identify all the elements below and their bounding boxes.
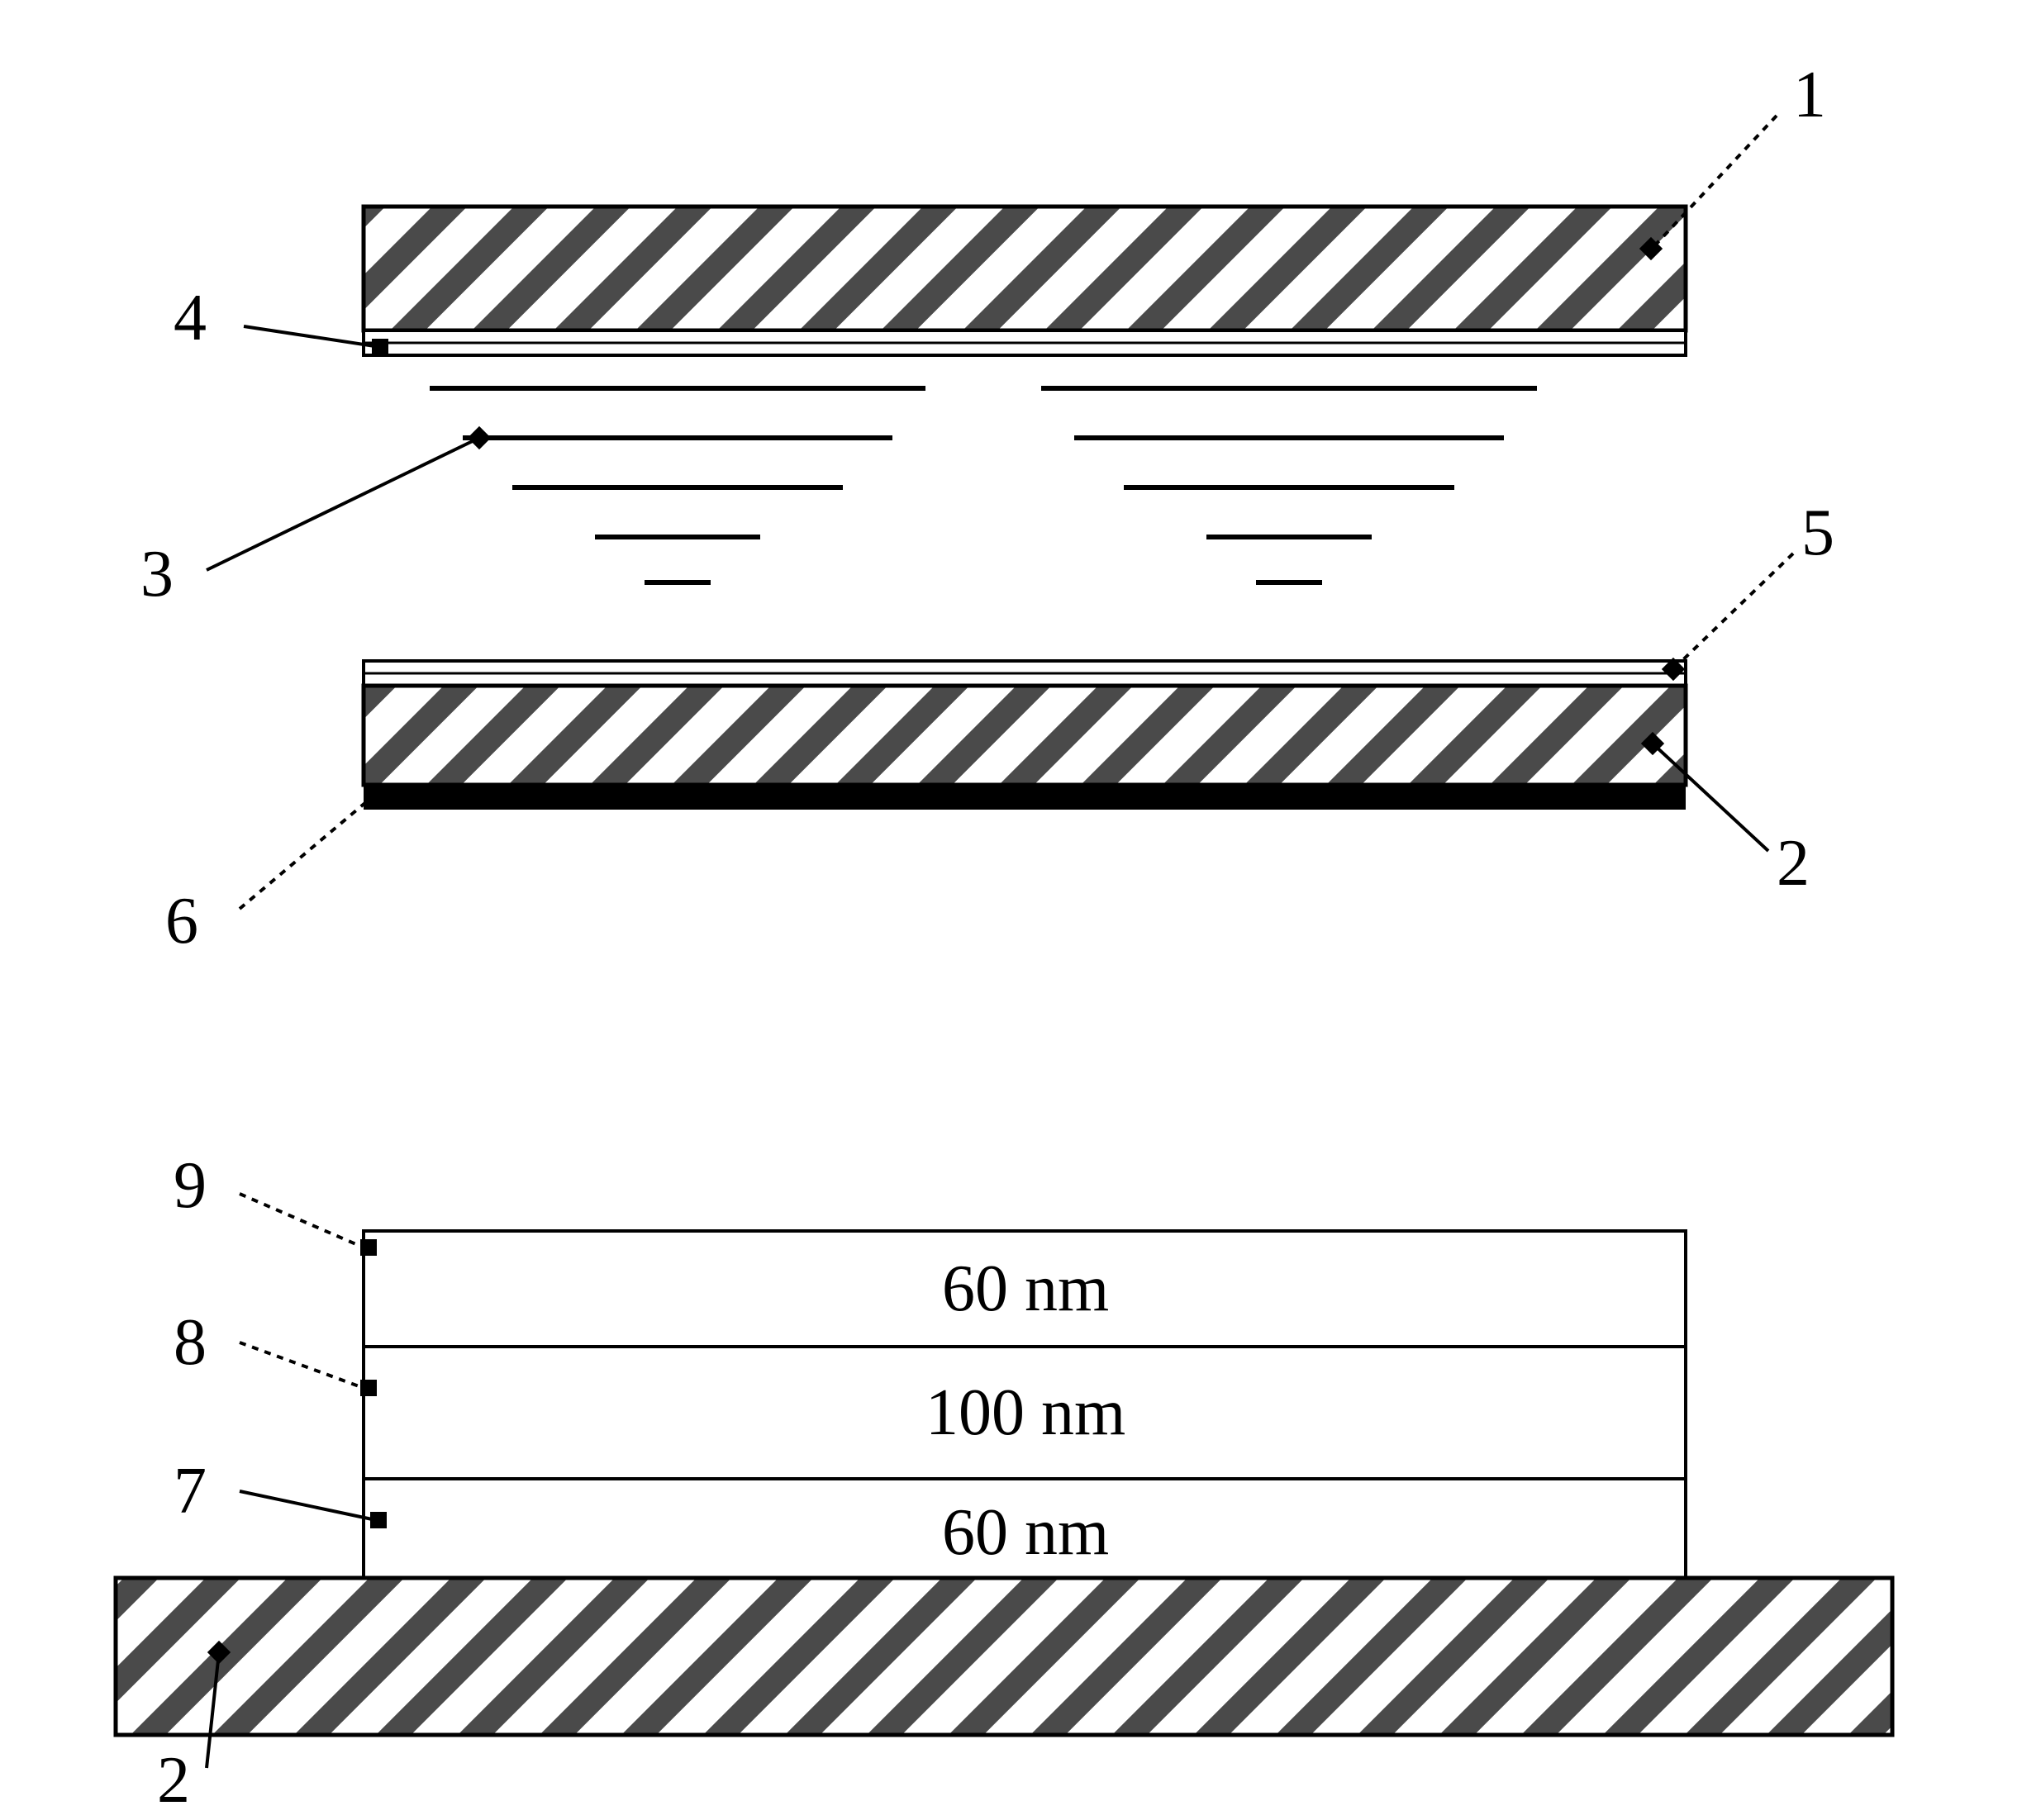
diagram-canvas: 1 4 3 5 2 6 9 8 7 2 60 nm 100 nm 60 nm	[33, 33, 2041, 1787]
label-9: 9	[174, 1148, 207, 1224]
layer-8-text: 100 nm	[925, 1376, 1125, 1451]
liquid-texture-left	[430, 388, 925, 582]
label-2-bottom: 2	[157, 1743, 190, 1818]
top-substrate-2	[364, 686, 1686, 785]
label-2-top: 2	[1777, 826, 1810, 901]
label-8: 8	[174, 1305, 207, 1380]
bottom-substrate	[116, 1578, 1892, 1735]
top-substrate-1	[364, 207, 1686, 330]
top-black-layer-6	[364, 785, 1686, 810]
liquid-texture-right	[1041, 388, 1537, 582]
label-1: 1	[1793, 58, 1826, 133]
label-7: 7	[174, 1454, 207, 1529]
label-3: 3	[140, 537, 174, 612]
layer-7-text: 60 nm	[942, 1495, 1109, 1571]
layer-9-text: 60 nm	[942, 1252, 1109, 1327]
label-5: 5	[1801, 496, 1834, 571]
label-6: 6	[165, 884, 198, 959]
label-4: 4	[174, 281, 207, 356]
